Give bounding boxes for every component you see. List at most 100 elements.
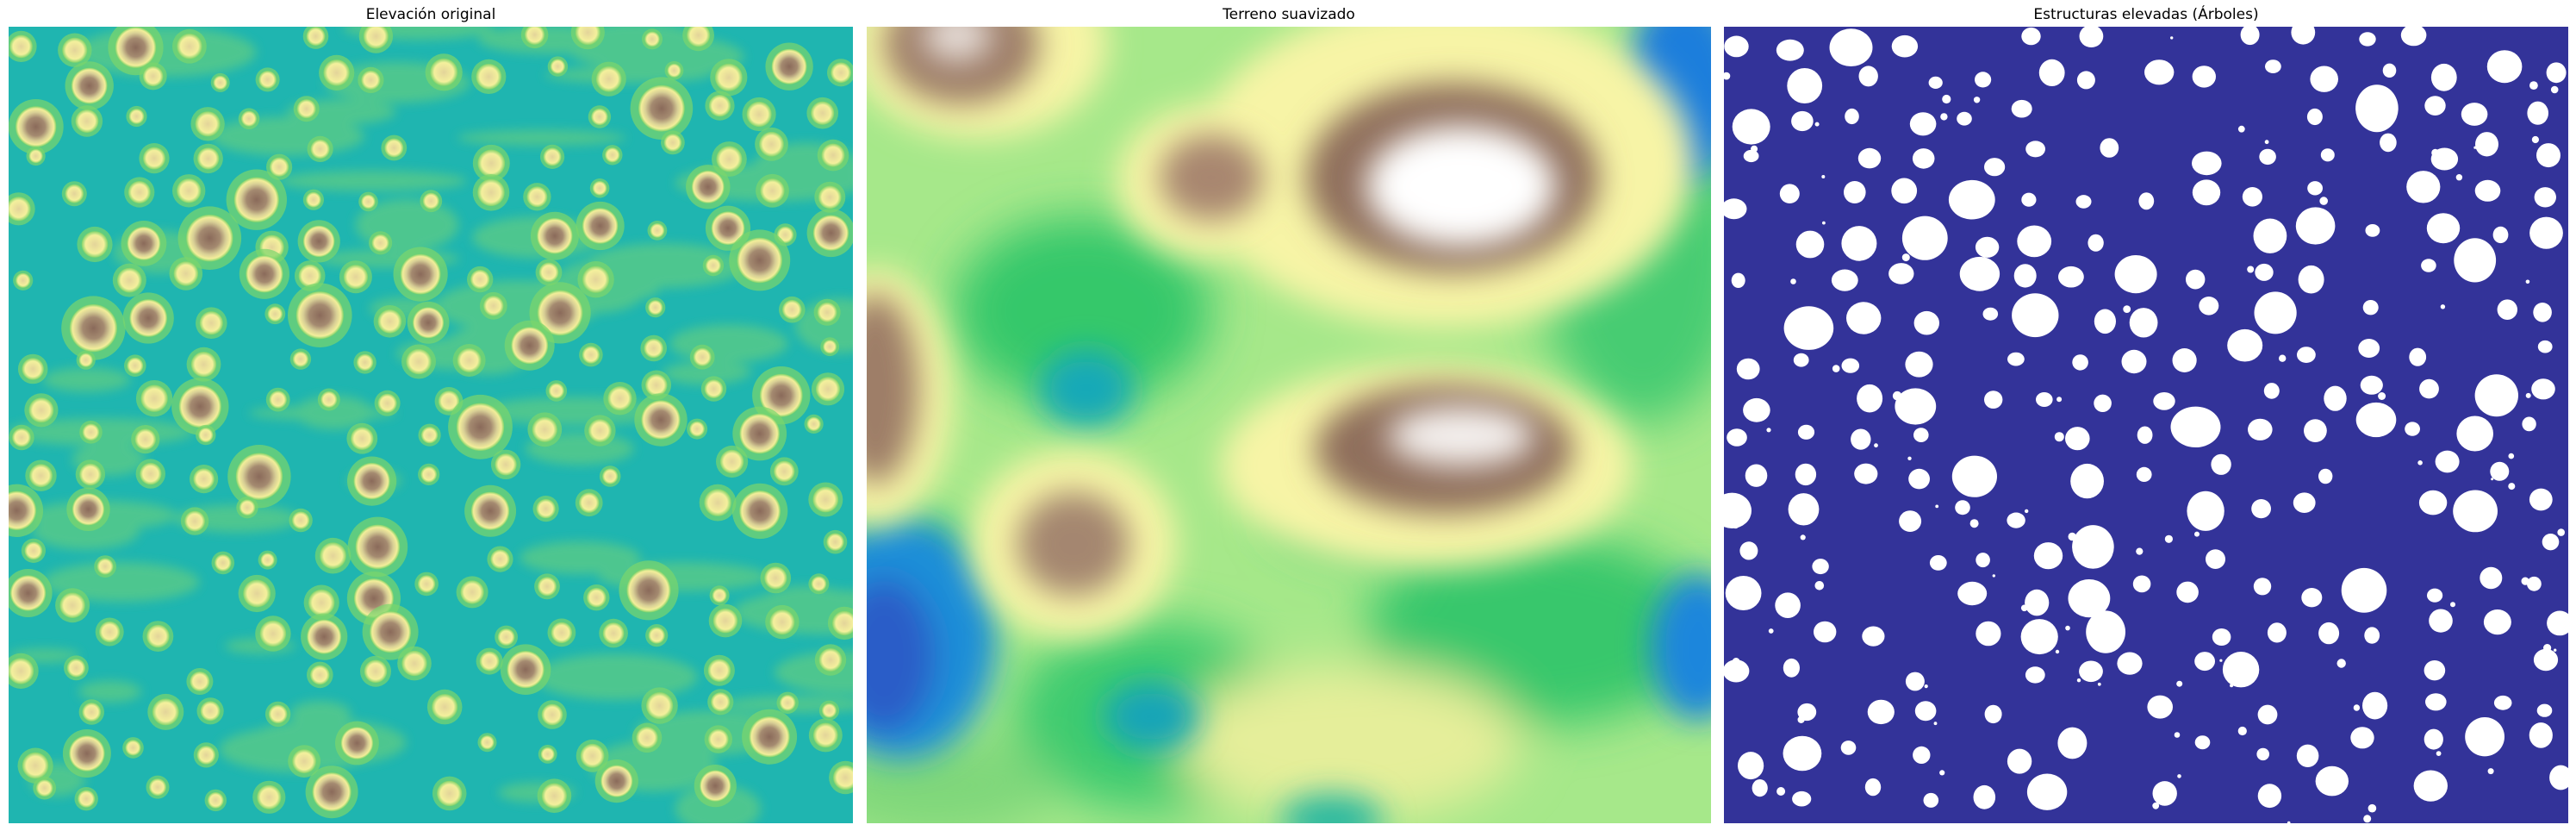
tree-mask-blob [2076,71,2095,90]
tree-mask-blob [2257,784,2282,809]
tree-crown [298,264,321,288]
tree-crown [497,628,515,646]
tree-mask-blob [2527,576,2542,591]
original-elevation-image [9,27,853,823]
tree-mask-blob [2546,62,2567,84]
tree-mask-blob [2256,747,2269,761]
tree-crown [693,347,712,366]
tree-crown [199,311,223,335]
grass-patch [533,653,698,700]
tree-crown [759,373,803,417]
tree-mask-blob [2461,103,2488,126]
noise-speck [2136,547,2144,555]
tree-crown [197,147,220,170]
tree-mask-blob [2253,578,2272,596]
tree-crown [355,524,401,570]
tree-crown [306,191,321,208]
tree-crown [648,300,663,316]
tree-crown [239,499,256,516]
grass-patch [662,361,748,385]
tree-mask-blob [2382,63,2397,78]
noise-speck [1973,97,1981,103]
tree-mask-blob [2301,588,2323,608]
noise-speck [2525,392,2531,398]
noise-speck [1933,722,1938,726]
noise-speck [2247,266,2255,273]
tree-mask-blob [2036,392,2053,407]
tree-crown [207,792,224,809]
tree-mask-image [1724,27,2568,823]
tree-mask-blob [2070,463,2104,499]
tree-mask-blob [1739,541,1758,560]
tree-mask-blob [1724,35,1749,58]
tree-mask-blob [2537,340,2553,353]
tree-crown [16,272,31,288]
tree-crown [607,386,632,411]
noise-speck [2355,597,2364,606]
tree-crown [343,265,368,290]
tree-mask-blob [2267,622,2287,643]
tree-mask-blob [2493,695,2512,710]
tree-crown [116,267,142,293]
tree-crown [308,589,335,616]
tree-crown [22,752,49,779]
tree-crown [532,416,557,442]
tree-crown [177,178,202,203]
tree-crown [233,177,279,222]
tree-mask-blob [2430,63,2457,91]
tree-crown [456,403,505,451]
tree-mask-blob [1912,148,1935,169]
tree-crown [477,178,505,207]
noise-speck [2174,732,2181,738]
tree-mask-blob [2533,648,2559,672]
tree-mask-blob [2293,492,2316,513]
tree-crown [296,291,344,340]
tree-crown [543,147,562,166]
tree-mask-blob [2206,549,2225,569]
tree-crown [312,772,352,812]
tree-mask-blob [2007,352,2025,366]
tree-crown [771,48,807,84]
tree-crown [420,427,439,444]
tree-mask-blob [2094,394,2112,412]
noise-speck [2287,821,2291,823]
tree-crown [691,170,725,203]
tree-crown [351,427,374,450]
tree-mask-blob [2025,666,2045,684]
tree-mask-blob [2315,765,2349,797]
tree-crown [370,611,412,653]
tree-crown [711,692,731,712]
noise-speck [1766,428,1771,433]
tree-crown [644,338,663,359]
noise-speck [2279,354,2287,362]
tree-mask-blob [2153,392,2175,410]
tree-crown [823,340,837,354]
tree-mask-blob [2480,566,2503,590]
tree-mask-blob [1975,236,2000,258]
tree-mask-blob [1775,592,1801,618]
noise-speck [2368,803,2377,813]
tree-mask-blob [1725,576,1762,610]
tree-mask-blob [2257,704,2278,725]
tree-mask-blob [2296,744,2319,767]
tree-crown [149,778,166,797]
tree-crown [306,27,326,46]
noise-speck [2531,135,2539,144]
noise-speck [2025,509,2029,514]
tree-crown [401,650,427,677]
tree-mask-blob [2341,567,2387,613]
tree-crown [548,383,564,399]
tree-mask-blob [2021,27,2041,46]
tree-mask-blob [1831,269,1858,291]
tree-mask-blob [1841,226,1877,261]
tree-crown [708,94,731,117]
tree-mask-blob [1984,158,2006,177]
tree-crown [511,327,549,365]
tree-mask-blob [2426,213,2461,244]
tree-crown [707,728,729,750]
tree-mask-blob [2435,450,2460,473]
tree-crown [296,99,316,119]
tree-crown [9,490,37,530]
tree-mask-blob [1783,306,1834,350]
tree-crown [602,622,625,644]
